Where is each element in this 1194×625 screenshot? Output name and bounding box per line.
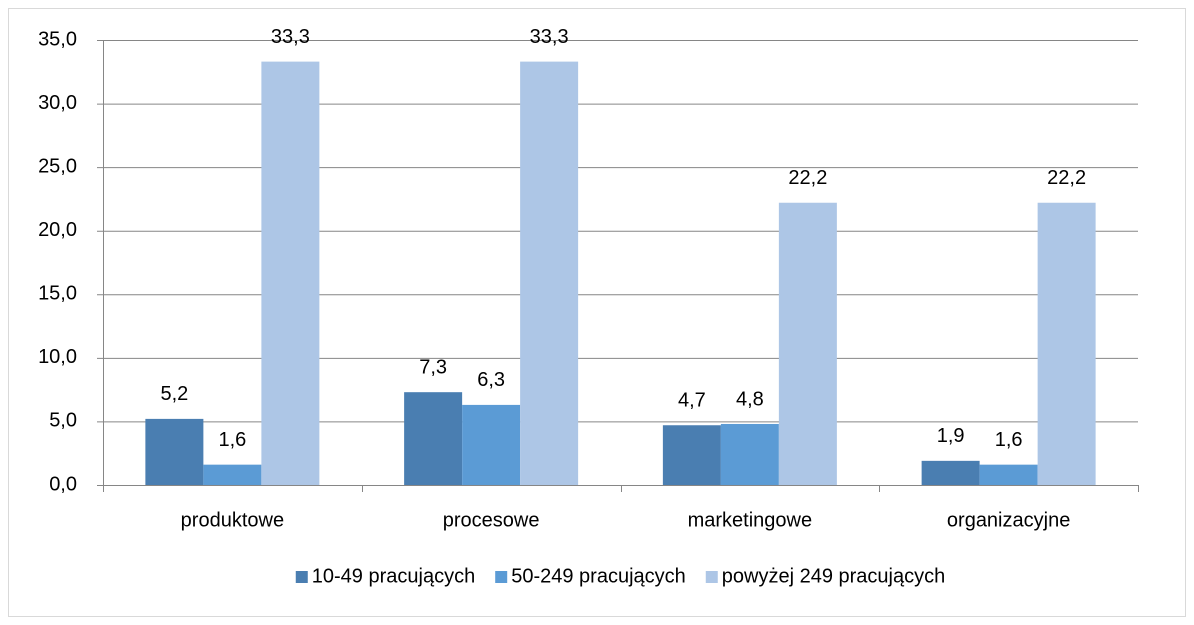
legend-swatch — [295, 571, 308, 583]
bar — [404, 392, 463, 485]
bar — [1037, 202, 1096, 485]
data-label: 4,7 — [678, 390, 706, 412]
bar — [203, 464, 262, 485]
legend-label: 50-249 pracujących — [511, 565, 686, 587]
data-label: 7,3 — [419, 356, 447, 378]
legend-label: 10-49 pracujących — [312, 565, 475, 587]
data-label: 1,9 — [937, 425, 965, 447]
y-tick-label: 25,0 — [38, 155, 77, 177]
y-tick-label: 10,0 — [38, 346, 77, 368]
bar — [720, 423, 779, 485]
data-label: 33,3 — [271, 26, 310, 48]
x-tick-label: organizacyjne — [947, 509, 1070, 531]
bar — [261, 61, 320, 485]
bar — [520, 61, 579, 485]
legend-swatch — [495, 571, 508, 583]
bar — [145, 418, 204, 485]
bar — [979, 464, 1038, 485]
bar — [662, 425, 721, 485]
data-label: 5,2 — [160, 383, 188, 405]
data-label: 22,2 — [1047, 167, 1086, 189]
legend-swatch — [705, 571, 718, 583]
x-tick-label: procesowe — [443, 509, 540, 531]
data-label: 6,3 — [477, 369, 505, 391]
data-label: 1,6 — [218, 429, 246, 451]
bar — [778, 202, 837, 485]
y-tick-label: 5,0 — [49, 410, 77, 432]
data-label: 33,3 — [530, 26, 569, 48]
y-tick-label: 35,0 — [38, 28, 77, 50]
bar — [462, 404, 521, 485]
chart-frame — [8, 8, 1186, 617]
y-tick-label: 0,0 — [49, 473, 77, 495]
legend-label: powyżej 249 pracujących — [722, 565, 945, 587]
bar — [921, 460, 980, 485]
x-tick-label: produktowe — [181, 509, 284, 531]
data-label: 1,6 — [995, 429, 1023, 451]
data-label: 4,8 — [736, 388, 764, 410]
y-tick-label: 20,0 — [38, 219, 77, 241]
x-tick-label: marketingowe — [688, 509, 813, 531]
y-tick-label: 15,0 — [38, 283, 77, 305]
data-label: 22,2 — [788, 167, 827, 189]
y-tick-label: 30,0 — [38, 92, 77, 114]
